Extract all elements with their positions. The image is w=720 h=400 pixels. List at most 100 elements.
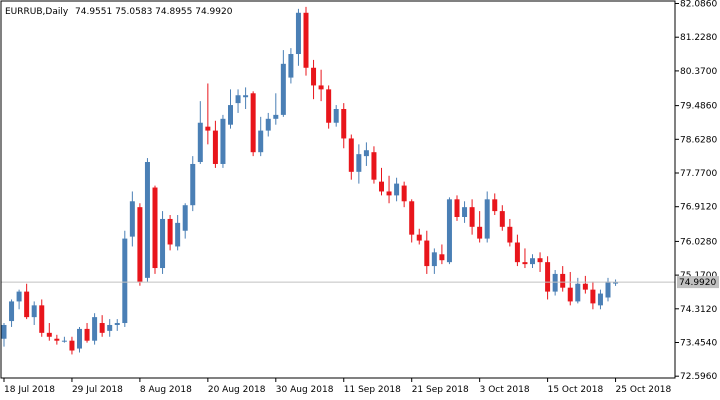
price-tick-label: 82.0860 xyxy=(680,0,717,10)
candle-body xyxy=(280,63,286,115)
candle xyxy=(522,248,528,269)
candle-body xyxy=(522,262,528,265)
time-axis: 18 Jul 2018 29 Jul 2018 8 Aug 2018 20 Aug 2… xyxy=(3,378,671,395)
candle-body xyxy=(69,340,75,351)
price-tick-label: 72.5960 xyxy=(680,372,717,382)
candle xyxy=(356,144,362,184)
candle-body xyxy=(492,199,498,212)
price-tick-label: 73.4540 xyxy=(680,338,717,348)
candle xyxy=(379,167,384,196)
candle xyxy=(212,120,218,168)
candle xyxy=(84,323,90,343)
candle-body xyxy=(129,201,135,237)
candle xyxy=(182,203,188,239)
candle-body xyxy=(469,207,475,227)
candle xyxy=(265,112,271,137)
candle xyxy=(409,199,415,243)
candle xyxy=(597,289,603,310)
candle xyxy=(401,181,407,208)
candle xyxy=(416,228,422,245)
candle xyxy=(288,48,294,84)
candle-body xyxy=(477,226,483,239)
candle-body xyxy=(258,130,264,153)
candle-body xyxy=(605,281,611,298)
chart-ohlc-label: 74.9551 75.0583 74.8955 74.9920 xyxy=(75,7,233,17)
candle-body xyxy=(326,89,332,123)
candle xyxy=(129,191,135,247)
candle-body xyxy=(39,305,45,333)
chart-symbol-label: EURRUB,Daily xyxy=(5,7,69,17)
candle xyxy=(341,103,347,149)
candle xyxy=(39,299,45,337)
candle-body xyxy=(144,162,150,278)
candle xyxy=(280,50,286,117)
candle xyxy=(499,205,505,231)
candle xyxy=(99,315,105,337)
candle xyxy=(311,59,317,100)
candle xyxy=(326,85,332,129)
time-tick-label: 11 Sep 2018 xyxy=(344,385,401,395)
candle xyxy=(152,185,158,274)
candle-body xyxy=(31,305,37,318)
candle-body xyxy=(9,301,15,322)
candle-body xyxy=(273,114,279,119)
candle xyxy=(560,266,566,292)
candle-body xyxy=(552,273,558,292)
candle xyxy=(507,218,513,247)
candle xyxy=(333,105,339,127)
candle-body xyxy=(77,328,82,349)
candle xyxy=(492,193,498,216)
candle xyxy=(363,142,369,166)
candle-body xyxy=(318,85,324,90)
candle xyxy=(92,313,98,345)
candle-body xyxy=(545,262,551,292)
candle-body xyxy=(190,163,196,206)
candle xyxy=(228,89,233,129)
candle xyxy=(107,319,113,337)
plot-frame xyxy=(0,0,676,379)
candle xyxy=(431,248,437,274)
candle-body xyxy=(401,185,407,202)
candle-body xyxy=(582,283,588,290)
candle-body xyxy=(416,234,422,241)
candle xyxy=(16,289,22,310)
price-tick-label: 78.6280 xyxy=(680,135,717,145)
candle-body xyxy=(590,289,596,304)
candle xyxy=(235,89,241,113)
candle xyxy=(446,197,452,265)
candle-body xyxy=(356,154,362,172)
price-tick-label: 77.7700 xyxy=(680,169,717,179)
candle-body xyxy=(409,201,415,235)
candle-body xyxy=(575,283,581,302)
candle-body xyxy=(439,254,445,261)
candle-body xyxy=(379,181,384,192)
candle xyxy=(122,230,128,327)
candle xyxy=(590,281,596,310)
candles-layer xyxy=(1,6,619,355)
candle-body xyxy=(137,207,143,282)
candle xyxy=(61,336,67,343)
candle-body xyxy=(484,199,490,239)
candle xyxy=(484,191,490,243)
candle-body xyxy=(167,218,173,245)
candle xyxy=(190,156,196,212)
candle-body xyxy=(333,108,339,123)
candle-body xyxy=(243,95,249,98)
candle xyxy=(567,271,573,306)
candle xyxy=(394,177,400,202)
candle-body xyxy=(295,12,301,55)
candle-body xyxy=(122,238,128,324)
candle xyxy=(348,134,354,180)
candle xyxy=(462,201,468,223)
candle-body xyxy=(99,323,105,333)
candle xyxy=(77,326,82,353)
candle-body xyxy=(160,218,166,269)
price-tick-label: 81.2280 xyxy=(680,33,717,43)
candle xyxy=(439,244,445,265)
candle-body xyxy=(514,242,520,263)
candle xyxy=(46,323,52,341)
candle xyxy=(114,319,120,331)
candle xyxy=(552,270,558,296)
